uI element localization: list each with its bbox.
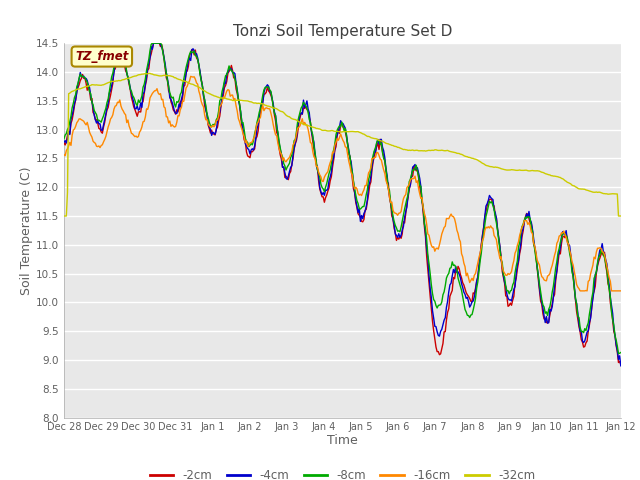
-8cm xyxy=(234,96,242,102)
-2cm xyxy=(296,115,304,121)
-2cm xyxy=(234,97,242,103)
-16cm xyxy=(60,152,68,157)
-2cm xyxy=(151,40,159,46)
-8cm xyxy=(399,212,407,217)
Title: Tonzi Soil Temperature Set D: Tonzi Soil Temperature Set D xyxy=(233,24,452,39)
-32cm xyxy=(60,213,68,219)
-16cm xyxy=(567,252,575,258)
-16cm xyxy=(234,116,242,121)
-16cm xyxy=(470,272,478,278)
-32cm xyxy=(296,120,304,125)
Y-axis label: Soil Temperature (C): Soil Temperature (C) xyxy=(20,166,33,295)
-32cm xyxy=(567,181,575,187)
-16cm xyxy=(187,73,195,79)
Line: -4cm: -4cm xyxy=(64,43,621,366)
-2cm xyxy=(470,291,478,297)
Legend: -2cm, -4cm, -8cm, -16cm, -32cm: -2cm, -4cm, -8cm, -16cm, -32cm xyxy=(145,465,540,480)
-32cm xyxy=(470,156,478,162)
-4cm xyxy=(234,96,242,101)
-32cm xyxy=(145,71,153,76)
-8cm xyxy=(296,109,304,115)
-32cm xyxy=(373,136,381,142)
-2cm xyxy=(567,254,575,260)
-4cm xyxy=(470,294,478,300)
-8cm xyxy=(567,257,575,263)
Line: -32cm: -32cm xyxy=(64,73,621,216)
Text: TZ_fmet: TZ_fmet xyxy=(75,50,129,63)
-4cm xyxy=(617,363,625,369)
-8cm xyxy=(614,351,622,357)
-32cm xyxy=(399,147,407,153)
-16cm xyxy=(617,288,625,294)
-4cm xyxy=(399,224,407,229)
-16cm xyxy=(373,150,381,156)
-4cm xyxy=(60,139,68,145)
-2cm xyxy=(617,362,625,368)
-4cm xyxy=(296,112,304,118)
-32cm xyxy=(234,97,242,103)
-8cm xyxy=(60,136,68,142)
-8cm xyxy=(617,349,625,355)
-32cm xyxy=(617,213,625,219)
-8cm xyxy=(148,40,156,46)
-2cm xyxy=(399,219,407,225)
-8cm xyxy=(470,302,478,308)
Line: -16cm: -16cm xyxy=(64,76,621,291)
-4cm xyxy=(567,253,575,259)
-16cm xyxy=(296,123,304,129)
-2cm xyxy=(373,144,381,149)
-16cm xyxy=(576,288,584,294)
-4cm xyxy=(373,140,381,146)
-16cm xyxy=(399,196,407,202)
-2cm xyxy=(60,140,68,146)
X-axis label: Time: Time xyxy=(327,434,358,447)
Line: -2cm: -2cm xyxy=(64,43,621,365)
-8cm xyxy=(373,140,381,145)
-4cm xyxy=(150,40,157,46)
Line: -8cm: -8cm xyxy=(64,43,621,354)
